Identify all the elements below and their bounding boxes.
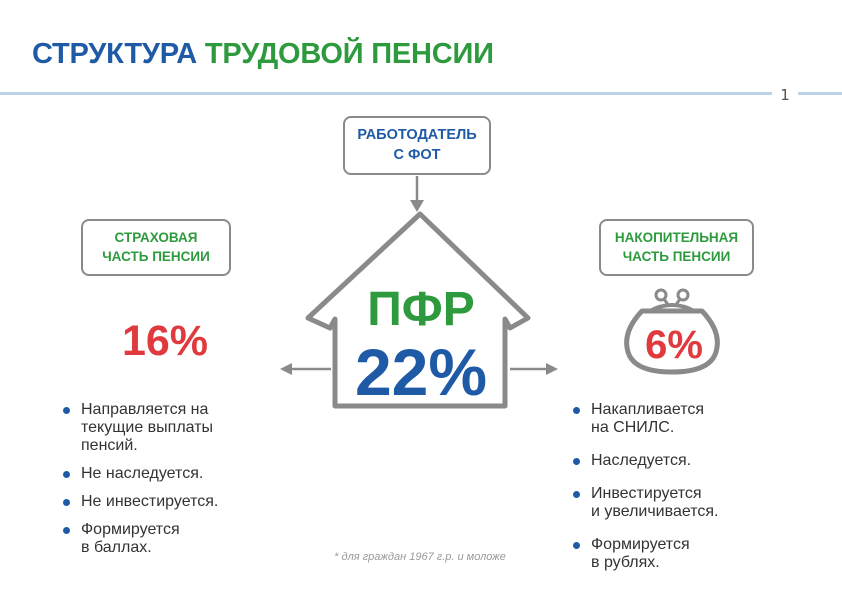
wallet-icon [624,288,720,375]
list-item: Накапливается на СНИЛС. [573,401,803,437]
employer-line-2: С ФОТ [393,146,441,163]
list-item: Направляется на текущие выплаты пенсий. [63,401,293,455]
header-divider-left [0,92,772,95]
list-item-line: текущие выплаты [81,419,214,436]
funded-percent: 6% [645,323,703,367]
title-part-2: ТРУДОВОЙ ПЕНСИИ [204,38,494,70]
pfr-percent: 22% [354,335,488,409]
employer-box: РАБОТОДАТЕЛЬ С ФОТ [343,116,491,175]
list-item: Формируется в баллах. [63,521,293,557]
list-item: Инвестируется и увеличивается. [573,485,803,521]
list-item: Наследуется. [573,452,803,470]
arrow-right-icon [510,363,558,375]
arrow-down-icon [410,176,424,212]
list-item-line: Формируется [81,521,180,538]
title-part-1: СТРУКТУРА [32,38,198,70]
list-item-line: Наследуется. [591,452,692,469]
funded-line-1: НАКОПИТЕЛЬНАЯ [614,230,739,246]
insurance-features-list: Направляется на текущие выплаты пенсий. … [63,401,293,567]
insurance-percent: 16% [121,317,209,365]
arrow-left-icon [280,363,331,375]
house-icon [305,211,531,409]
page-title: СТРУКТУРА ТРУДОВОЙ ПЕНСИИ [32,38,494,71]
header-divider-right [798,92,842,95]
list-item: Не инвестируется. [63,493,293,511]
list-item-line: Не наследуется. [81,465,204,482]
list-item-line: в рублях. [591,554,660,571]
list-item-line: Инвестируется [591,485,702,502]
pfr-label: ПФР [367,283,475,336]
insurance-part-box: СТРАХОВАЯ ЧАСТЬ ПЕНСИИ [81,219,231,276]
list-item-line: на СНИЛС. [591,419,675,436]
list-item-line: в баллах. [81,539,152,556]
list-item-line: Накапливается [591,401,705,418]
list-item-line: и увеличивается. [591,503,719,520]
insurance-line-2: ЧАСТЬ ПЕНСИИ [102,248,210,264]
list-item-line: Формируется [591,536,690,553]
list-item: Не наследуется. [63,465,293,483]
funded-part-box: НАКОПИТЕЛЬНАЯ ЧАСТЬ ПЕНСИИ [599,219,754,276]
footnote: * для граждан 1967 г.р. и моложе [334,551,506,563]
list-item-line: пенсий. [81,437,138,454]
employer-line-1: РАБОТОДАТЕЛЬ [357,126,477,143]
insurance-line-1: СТРАХОВАЯ [114,230,198,246]
list-item-line: Не инвестируется. [81,493,219,510]
page-number: 1 [780,86,790,104]
funded-features-list: Накапливается на СНИЛС. Наследуется. Инв… [573,401,803,587]
funded-line-2: ЧАСТЬ ПЕНСИИ [622,248,731,264]
list-item-line: Направляется на [81,401,209,418]
list-item: Формируется в рублях. [573,536,803,572]
